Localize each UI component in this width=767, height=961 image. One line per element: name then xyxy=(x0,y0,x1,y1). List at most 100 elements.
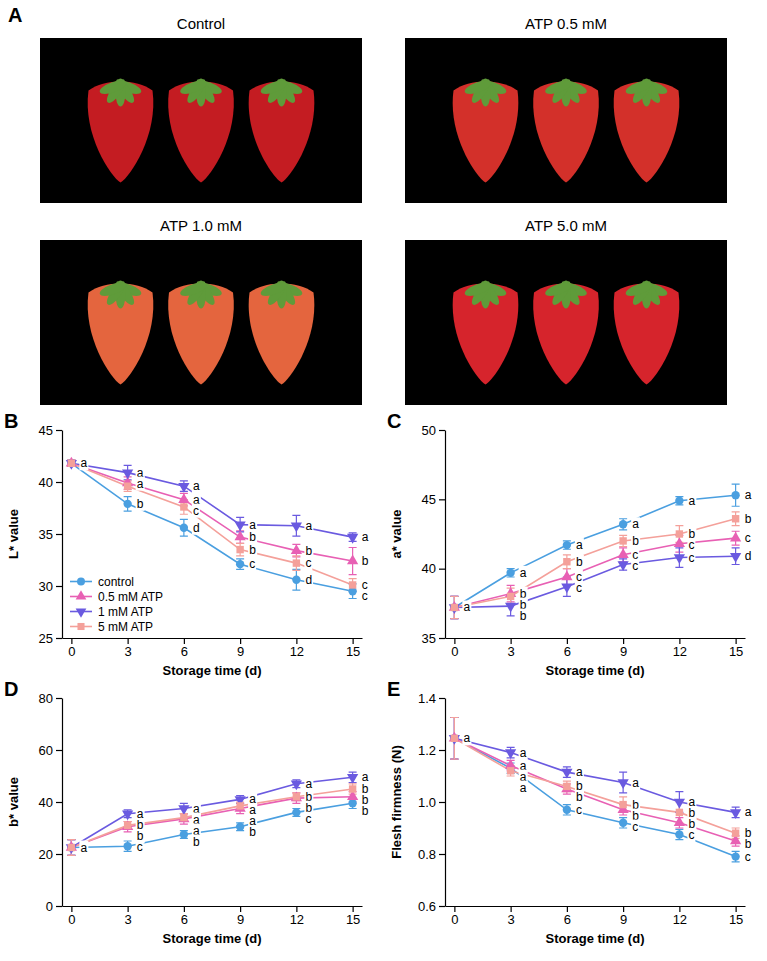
significance-letter: b xyxy=(137,497,144,511)
x-tick-label: 3 xyxy=(125,644,132,659)
marker xyxy=(563,541,571,549)
legend: control0.5 mM ATP1 mM ATP5 mM ATP xyxy=(70,575,163,634)
y-tick-mark xyxy=(439,854,445,855)
significance-letters: aabbbabccabccabccabcd xyxy=(462,488,752,622)
marker xyxy=(67,843,75,851)
letter-group: c xyxy=(744,531,752,545)
significance-letter: c xyxy=(576,803,582,817)
series-line xyxy=(71,463,352,561)
series-line xyxy=(454,738,735,856)
legend-swatch-marker xyxy=(77,623,84,630)
letter-group: b xyxy=(361,554,370,568)
y-tick: 40 xyxy=(422,561,445,576)
significance-letter: c xyxy=(576,581,582,595)
panel-letter: B xyxy=(4,410,18,432)
x-tick-label: 6 xyxy=(564,644,571,659)
error-bar xyxy=(450,718,458,760)
x-tick: 0 xyxy=(451,638,458,659)
y-tick-label: 40 xyxy=(39,795,53,810)
marker xyxy=(234,521,245,531)
significance-letter: c xyxy=(362,589,368,603)
letter-background xyxy=(462,600,471,614)
y-tick-label: 0.6 xyxy=(418,899,436,914)
marker xyxy=(347,555,358,565)
x-tick-label: 9 xyxy=(237,912,244,927)
error-bar xyxy=(619,519,627,530)
letter-group: a xyxy=(744,488,753,502)
error-bar xyxy=(124,497,132,512)
x-tick: 12 xyxy=(673,638,687,659)
x-tick-mark xyxy=(623,638,624,644)
photo-title: ATP 5.0 mM xyxy=(525,217,607,234)
y-tick-label: 80 xyxy=(39,691,53,706)
error-bar xyxy=(180,519,188,536)
x-tick-mark xyxy=(71,638,72,644)
axis-line xyxy=(446,906,746,907)
calyx xyxy=(259,280,289,299)
y-tick: 0.8 xyxy=(418,847,445,862)
letter-group: b xyxy=(744,512,753,526)
panel-letter: A xyxy=(8,4,22,26)
plot: 036912150.60.81.01.21.4aaaaaabbcabbcabbc… xyxy=(418,691,753,928)
letter-background xyxy=(79,456,88,470)
letter-background xyxy=(304,519,313,533)
x-tick-mark xyxy=(240,638,241,644)
error-bar xyxy=(236,543,244,555)
significance-letter: b xyxy=(520,609,527,623)
significance-letter: a xyxy=(305,777,312,791)
marker xyxy=(180,503,187,510)
x-tick: 6 xyxy=(564,638,571,659)
significance-letter: d xyxy=(193,521,200,535)
x-tick-label: 9 xyxy=(620,644,627,659)
x-tick-mark xyxy=(511,906,512,912)
marker xyxy=(450,603,458,611)
letter-group: a xyxy=(519,566,528,580)
letter-background xyxy=(462,731,471,745)
panel-letter: D xyxy=(4,678,18,700)
letter-background xyxy=(687,828,695,842)
letter-group: a xyxy=(687,494,696,508)
x-tick: 0 xyxy=(68,638,75,659)
series-line xyxy=(71,463,352,585)
y-tick: 20 xyxy=(39,847,62,862)
letter-background xyxy=(631,776,640,790)
error-bar xyxy=(507,766,515,776)
x-tick: 9 xyxy=(237,906,244,927)
marker xyxy=(347,534,358,544)
y-tick-label: 25 xyxy=(39,631,53,646)
y-tick-mark xyxy=(56,854,62,855)
y-tick: 0.6 xyxy=(418,899,445,914)
x-tick-mark xyxy=(679,638,680,644)
marker xyxy=(675,830,683,838)
legend-label: 0.5 mM ATP xyxy=(98,590,163,604)
error-bar xyxy=(292,809,300,817)
plot: 03691215020406080aabbcaaabaaababbcabbb xyxy=(39,691,370,928)
marker xyxy=(619,537,626,544)
y-axis-title: b* value xyxy=(6,777,21,827)
marker xyxy=(619,819,627,827)
significance-letter: a xyxy=(80,841,87,855)
letter-group: b xyxy=(361,804,370,818)
y-axis: 020406080 xyxy=(39,691,63,914)
marks xyxy=(449,484,742,619)
x-tick: 9 xyxy=(237,638,244,659)
error-bar xyxy=(563,555,571,569)
letter-group: a xyxy=(192,479,201,493)
y-tick-label: 1.0 xyxy=(418,795,436,810)
panel-a: AControlATP 0.5 mMATP 1.0 mMATP 5.0 mM xyxy=(8,4,727,405)
x-tick-label: 0 xyxy=(68,644,75,659)
marker xyxy=(178,483,189,493)
x-tick-mark xyxy=(184,906,185,912)
y-tick: 80 xyxy=(39,691,62,706)
error-bar xyxy=(450,596,458,618)
series-line xyxy=(71,789,352,848)
marker xyxy=(292,808,300,816)
letter-group: b xyxy=(136,497,145,511)
x-tick: 3 xyxy=(125,638,132,659)
y-tick-mark xyxy=(56,698,62,699)
y-tick: 45 xyxy=(39,423,62,438)
photo xyxy=(405,38,727,203)
plot: 0369121535404550aabbbabccabccabccabcd xyxy=(422,423,753,660)
significance-letter: c xyxy=(745,531,751,545)
y-tick-label: 45 xyxy=(39,423,53,438)
